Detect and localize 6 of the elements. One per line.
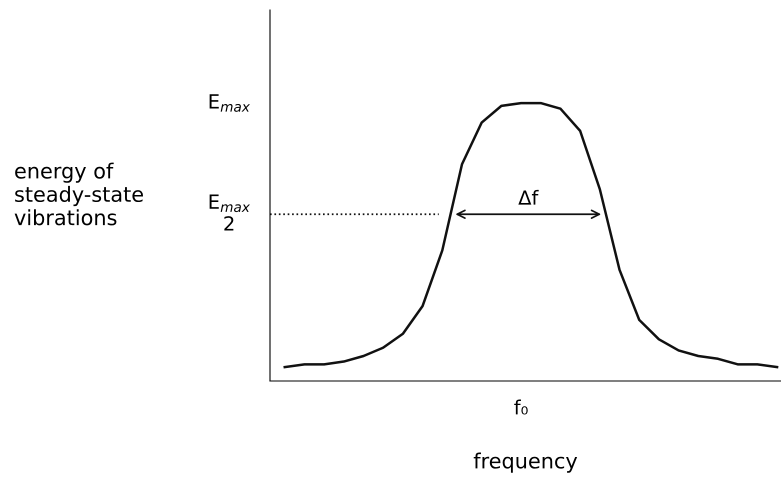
ref-line-label: E$_{max}$ 2	[210, 194, 250, 231]
x-axis-title: frequency	[474, 452, 578, 473]
text: energy of steady-state vibrations	[14, 162, 143, 226]
text: E$_{max}$	[210, 94, 250, 112]
text: f₀	[514, 400, 528, 415]
annotation: Δf	[518, 190, 539, 205]
